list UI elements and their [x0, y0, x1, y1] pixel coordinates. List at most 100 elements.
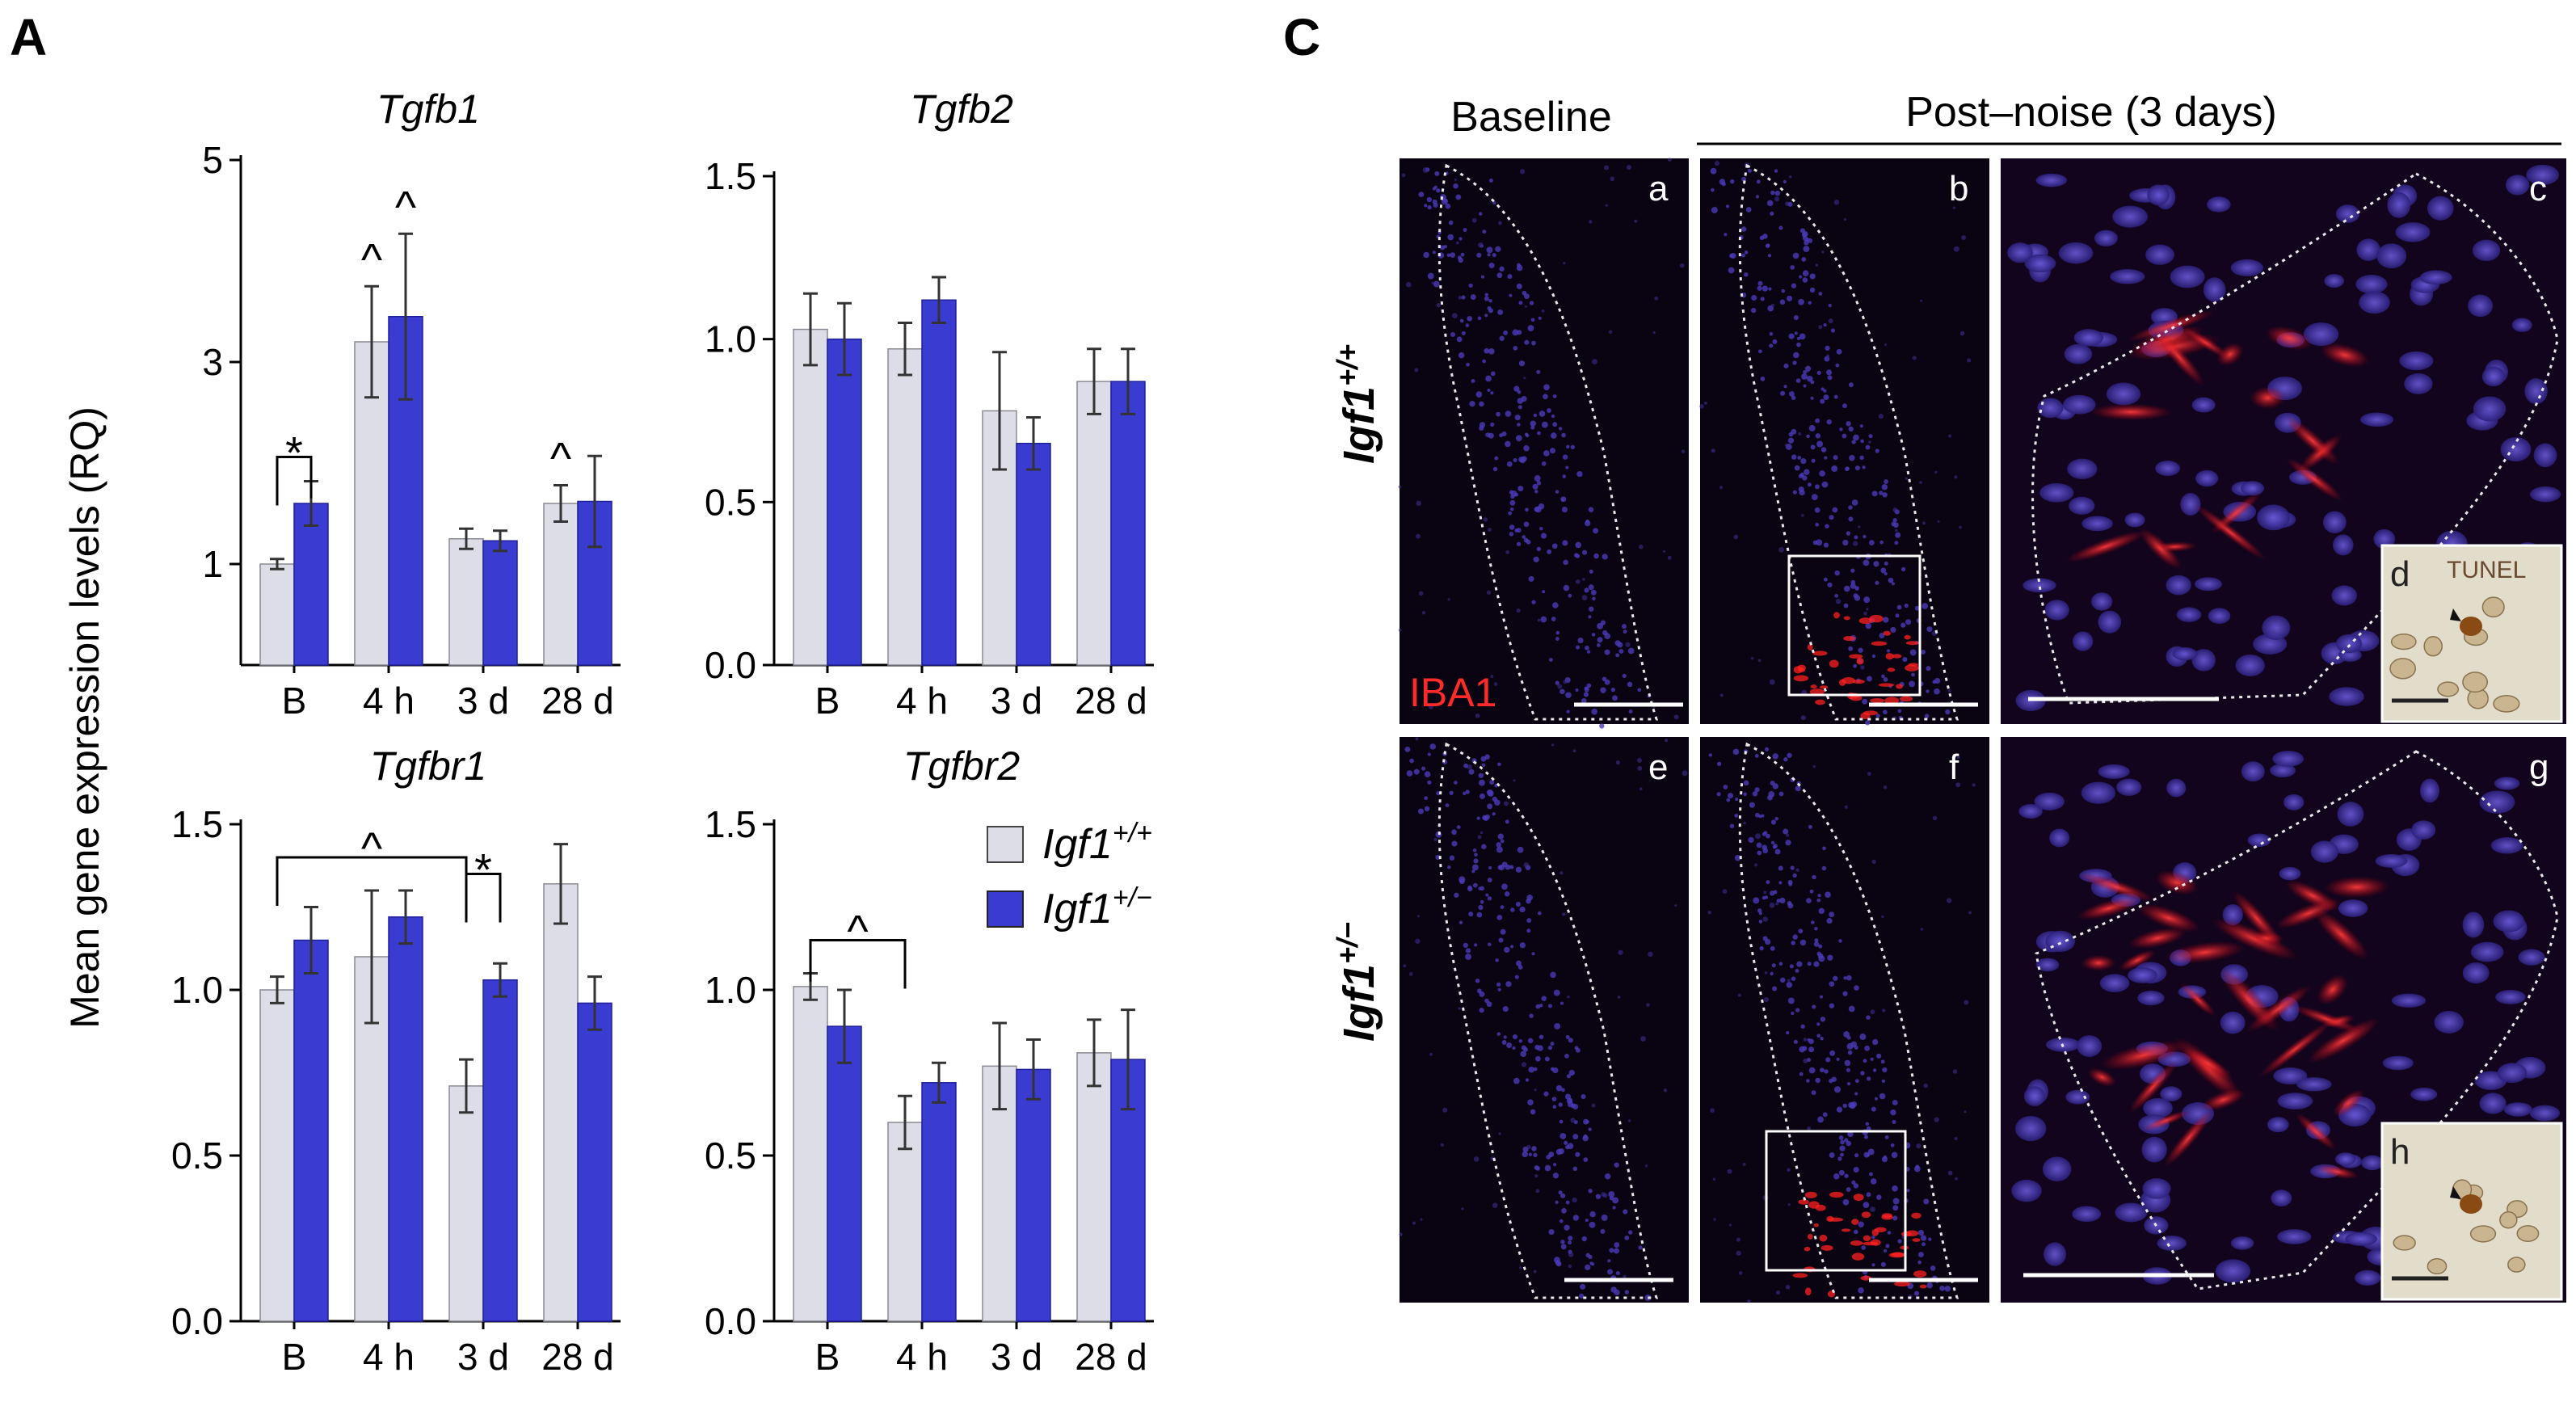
nucleus	[2375, 853, 2408, 868]
nucleus	[1450, 252, 1456, 259]
nucleus	[2195, 469, 2219, 487]
nucleus	[1754, 812, 1760, 818]
iba1-signal	[1919, 1284, 1927, 1289]
nucleus	[2034, 792, 2065, 810]
x-tick-label: 3 d	[991, 1336, 1042, 1378]
nucleus	[1470, 294, 1476, 301]
nucleus	[2106, 382, 2141, 406]
nucleus	[1458, 352, 1465, 359]
nucleus	[1584, 686, 1589, 691]
y-tick-label: 1	[202, 543, 223, 585]
nucleus	[1581, 697, 1587, 704]
nucleus	[1895, 532, 1901, 538]
nucleus	[1450, 332, 1456, 338]
nucleus	[1604, 679, 1610, 685]
nucleus	[1424, 806, 1430, 812]
nucleus	[1516, 283, 1522, 289]
nucleus	[1553, 989, 1560, 996]
nucleus	[1785, 833, 1790, 837]
nucleus	[1798, 432, 1802, 436]
nucleus	[1794, 465, 1800, 471]
nucleus	[1854, 535, 1858, 540]
nucleus	[1541, 996, 1547, 1001]
nucleus	[1492, 796, 1497, 802]
nucleus	[1796, 342, 1801, 347]
iba1-signal	[1804, 1246, 1811, 1252]
nucleus	[1882, 1008, 1886, 1013]
nucleus	[1559, 871, 1564, 875]
nucleus	[1911, 672, 1915, 677]
nucleus	[1477, 835, 1482, 840]
iba1-signal	[1815, 699, 1825, 705]
nucleus	[1481, 275, 1485, 279]
nucleus	[1492, 200, 1496, 205]
bar	[1076, 381, 1112, 666]
nucleus	[1818, 325, 1823, 330]
nucleus	[1497, 833, 1504, 840]
nucleus	[1499, 266, 1505, 272]
nucleus	[1834, 1086, 1842, 1093]
nucleus	[1972, 783, 1976, 787]
nucleus	[1515, 435, 1522, 442]
nucleus	[1792, 934, 1798, 940]
nucleus	[1776, 1290, 1781, 1295]
nucleus	[1518, 360, 1526, 367]
nucleus	[1729, 179, 1735, 184]
nucleus	[1948, 434, 1952, 438]
nucleus	[1716, 792, 1721, 797]
iba1-signal	[1860, 1275, 1871, 1281]
nucleus	[1955, 1177, 1959, 1181]
nucleus	[1499, 335, 1505, 341]
nucleus	[1479, 1008, 1484, 1013]
nucleus	[1824, 356, 1830, 362]
nucleus	[2273, 1067, 2308, 1084]
nucleus	[1764, 747, 1770, 752]
nucleus	[1543, 384, 1550, 391]
nucleus	[1427, 752, 1431, 756]
nucleus	[1875, 448, 1879, 453]
nucleus	[1807, 376, 1813, 382]
nucleus	[1803, 384, 1807, 388]
chart-title: Tgfb2	[910, 86, 1013, 132]
nucleus	[1708, 753, 1712, 757]
nucleus	[1608, 1190, 1615, 1198]
nucleus	[1550, 432, 1557, 439]
nucleus	[1842, 433, 1847, 439]
nucleus	[1934, 688, 1940, 695]
nucleus	[1871, 1263, 1875, 1267]
nucleus	[1586, 683, 1592, 688]
nucleus	[1517, 846, 1524, 853]
nucleus	[2481, 366, 2506, 387]
iba1-signal	[2232, 890, 2282, 947]
nucleus	[1424, 771, 1431, 778]
nucleus	[1639, 787, 1643, 791]
nucleus	[1536, 369, 1541, 374]
nucleus	[1771, 963, 1776, 968]
iba1-signal	[2164, 1109, 2213, 1167]
tunel-cell	[2462, 672, 2489, 693]
nucleus	[1844, 1059, 1851, 1067]
nucleus	[2044, 600, 2069, 621]
nucleus	[1954, 475, 1958, 479]
nucleus	[1527, 325, 1534, 332]
nucleus	[1567, 995, 1570, 999]
nucleus	[1555, 1084, 1563, 1092]
nucleus	[1928, 1237, 1932, 1241]
nucleus	[1906, 1189, 1910, 1193]
iba1-signal	[1850, 695, 1863, 701]
nucleus	[1848, 382, 1854, 388]
nucleus	[1803, 246, 1810, 253]
nucleus	[1488, 299, 1492, 303]
nucleus	[1555, 490, 1559, 494]
nucleus	[1743, 821, 1746, 825]
nucleus	[2067, 458, 2098, 479]
nucleus	[1500, 905, 1505, 909]
nucleus	[2526, 164, 2559, 185]
nucleus	[1565, 1144, 1570, 1150]
nucleus	[1792, 360, 1797, 365]
nucleus	[1496, 982, 1501, 987]
nucleus	[1793, 1039, 1798, 1044]
nucleus	[1884, 561, 1888, 566]
nucleus	[1465, 323, 1470, 327]
nucleus	[1743, 792, 1747, 797]
